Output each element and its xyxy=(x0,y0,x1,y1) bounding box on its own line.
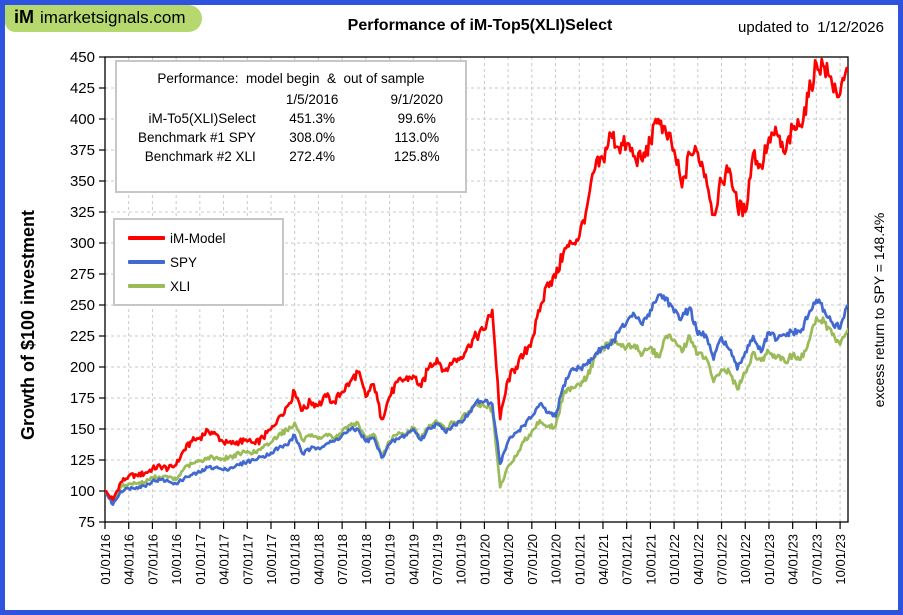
svg-text:125: 125 xyxy=(70,452,95,469)
updated-date-label: updated to 1/12/2026 xyxy=(738,19,884,36)
svg-text:150: 150 xyxy=(70,421,95,438)
svg-text:10/01/17: 10/01/17 xyxy=(264,534,279,585)
legend-label: SPY xyxy=(170,254,198,270)
svg-text:100: 100 xyxy=(70,483,95,500)
logo-site-text: imarketsignals.com xyxy=(40,7,186,27)
legend-item-xli: XLI xyxy=(128,279,282,294)
svg-text:04/01/18: 04/01/18 xyxy=(311,534,326,585)
svg-text:10/01/16: 10/01/16 xyxy=(169,534,184,585)
svg-text:400: 400 xyxy=(70,111,95,128)
svg-text:10/01/19: 10/01/19 xyxy=(454,534,469,585)
svg-text:04/01/22: 04/01/22 xyxy=(691,534,706,585)
svg-text:01/01/18: 01/01/18 xyxy=(288,534,303,585)
svg-text:10/01/21: 10/01/21 xyxy=(643,534,658,585)
svg-text:01/01/20: 01/01/20 xyxy=(477,534,492,585)
stats-value: 308.0% xyxy=(289,130,336,145)
xli-line-swatch xyxy=(128,284,165,288)
svg-text:07/01/21: 07/01/21 xyxy=(620,534,635,585)
series-line-spy xyxy=(105,293,848,506)
svg-text:07/01/19: 07/01/19 xyxy=(430,534,445,585)
stats-row-xli: Benchmark #2 XLI 272.4% 125.8% xyxy=(117,147,465,166)
svg-text:450: 450 xyxy=(70,49,95,66)
svg-text:10/01/23: 10/01/23 xyxy=(833,534,848,585)
svg-text:10/01/20: 10/01/20 xyxy=(549,534,564,585)
svg-text:425: 425 xyxy=(70,80,95,97)
svg-text:07/01/18: 07/01/18 xyxy=(335,534,350,585)
svg-text:04/01/19: 04/01/19 xyxy=(406,534,421,585)
svg-text:01/01/21: 01/01/21 xyxy=(572,534,587,585)
svg-text:01/01/17: 01/01/17 xyxy=(193,534,208,585)
svg-text:10/01/18: 10/01/18 xyxy=(359,534,374,585)
svg-text:250: 250 xyxy=(70,297,95,314)
stats-row-label: Benchmark #2 XLI xyxy=(144,149,256,164)
svg-text:300: 300 xyxy=(70,235,95,252)
series-line-xli xyxy=(105,316,848,504)
chart-legend: iM-Model SPY XLI xyxy=(113,218,284,306)
chart-title: Performance of iM-Top5(XLI)Select xyxy=(347,17,613,34)
performance-stats-box: Performance: model begin & out of sample… xyxy=(115,60,467,193)
svg-text:200: 200 xyxy=(70,359,95,376)
legend-item-im-model: iM-Model xyxy=(128,231,282,246)
stats-row-label: Benchmark #1 SPY xyxy=(137,130,256,145)
stats-col-header-1: 1/5/2016 xyxy=(285,92,339,107)
svg-text:04/01/21: 04/01/21 xyxy=(596,534,611,585)
svg-text:07/01/20: 07/01/20 xyxy=(525,534,540,585)
svg-text:01/01/19: 01/01/19 xyxy=(383,534,398,585)
y-axis-title: Growth of $100 investment xyxy=(18,209,38,441)
svg-text:07/01/17: 07/01/17 xyxy=(240,534,255,585)
stats-value: 272.4% xyxy=(289,149,336,164)
stats-value: 451.3% xyxy=(289,111,336,126)
imarketsignals-logo: iM imarketsignals.com xyxy=(5,5,202,32)
svg-text:04/01/23: 04/01/23 xyxy=(786,534,801,585)
svg-text:375: 375 xyxy=(70,142,95,159)
svg-text:275: 275 xyxy=(70,266,95,283)
spy-line-swatch xyxy=(128,260,165,264)
svg-text:10/01/22: 10/01/22 xyxy=(738,534,753,585)
stats-table: 1/5/2016 9/1/2020 iM-To5(XLI)Select 451.… xyxy=(117,90,465,166)
svg-text:175: 175 xyxy=(70,390,95,407)
stats-row-label: iM-To5(XLI)Select xyxy=(148,111,256,126)
svg-text:01/01/22: 01/01/22 xyxy=(667,534,682,585)
svg-text:01/01/23: 01/01/23 xyxy=(762,534,777,585)
legend-item-spy: SPY xyxy=(128,255,282,270)
im-model-line-swatch xyxy=(128,236,165,240)
logo-im-mark: iM xyxy=(14,7,34,27)
svg-text:07/01/16: 07/01/16 xyxy=(145,534,160,585)
svg-text:75: 75 xyxy=(78,514,95,531)
series-line-im-model xyxy=(105,57,848,502)
stats-col-header-2: 9/1/2020 xyxy=(390,92,443,107)
stats-row-model: iM-To5(XLI)Select 451.3% 99.6% xyxy=(117,109,465,128)
legend-label: iM-Model xyxy=(170,230,226,246)
stats-row-spy: Benchmark #1 SPY 308.0% 113.0% xyxy=(117,128,465,147)
stats-col-header-row: 1/5/2016 9/1/2020 xyxy=(117,90,465,109)
svg-text:07/01/22: 07/01/22 xyxy=(715,534,730,585)
svg-text:04/01/20: 04/01/20 xyxy=(501,534,516,585)
performance-line-chart: 75 100 125 150 175 200 225 250 275 300 325 350 375 40… xyxy=(70,49,849,585)
svg-text:225: 225 xyxy=(70,328,95,345)
stats-value: 113.0% xyxy=(394,130,440,145)
excess-return-note: excess return to SPY = 148.4% xyxy=(871,212,887,408)
svg-text:04/01/17: 04/01/17 xyxy=(217,534,232,585)
svg-text:04/01/16: 04/01/16 xyxy=(122,534,137,585)
svg-text:01/01/16: 01/01/16 xyxy=(98,534,113,585)
stats-heading: Performance: model begin & out of sample xyxy=(157,71,425,86)
stats-value: 125.8% xyxy=(393,149,440,164)
svg-text:325: 325 xyxy=(70,204,95,221)
svg-text:350: 350 xyxy=(70,173,95,190)
svg-text:07/01/23: 07/01/23 xyxy=(809,534,824,585)
stats-value: 99.6% xyxy=(397,111,436,126)
legend-label: XLI xyxy=(170,278,191,294)
